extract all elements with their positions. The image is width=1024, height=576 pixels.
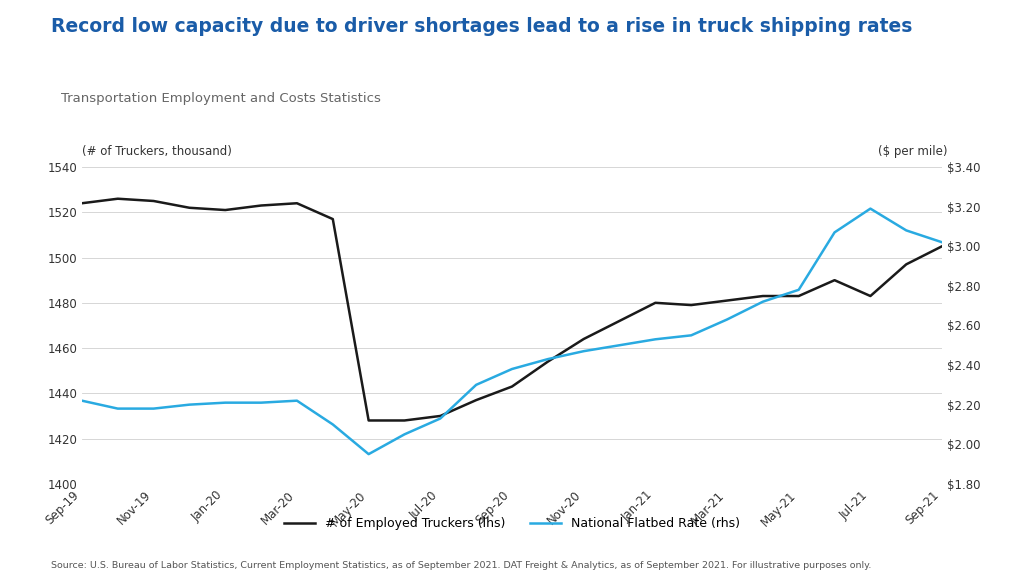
National Flatbed Rate (rhs)	[900, 227, 912, 234]
Text: Source: U.S. Bureau of Labor Statistics, Current Employment Statistics, as of Se: Source: U.S. Bureau of Labor Statistics,…	[51, 561, 871, 570]
National Flatbed Rate (rhs)	[219, 399, 231, 406]
Text: ($ per mile): ($ per mile)	[878, 145, 947, 158]
# of Employed Truckers (lhs)	[434, 412, 446, 419]
# of Employed Truckers (lhs)	[255, 202, 267, 209]
National Flatbed Rate (rhs)	[936, 239, 948, 246]
# of Employed Truckers (lhs)	[900, 261, 912, 268]
# of Employed Truckers (lhs)	[219, 207, 231, 214]
National Flatbed Rate (rhs)	[255, 399, 267, 406]
# of Employed Truckers (lhs)	[327, 215, 339, 222]
National Flatbed Rate (rhs)	[757, 298, 769, 305]
National Flatbed Rate (rhs)	[828, 229, 841, 236]
National Flatbed Rate (rhs)	[434, 415, 446, 422]
# of Employed Truckers (lhs)	[936, 243, 948, 250]
# of Employed Truckers (lhs)	[398, 417, 411, 424]
National Flatbed Rate (rhs)	[112, 405, 124, 412]
National Flatbed Rate (rhs)	[506, 366, 518, 373]
# of Employed Truckers (lhs)	[147, 198, 160, 204]
National Flatbed Rate (rhs)	[613, 342, 626, 348]
National Flatbed Rate (rhs)	[542, 355, 554, 362]
# of Employed Truckers (lhs)	[542, 358, 554, 365]
National Flatbed Rate (rhs)	[578, 348, 590, 355]
Text: (# of Truckers, thousand): (# of Truckers, thousand)	[82, 145, 231, 158]
# of Employed Truckers (lhs)	[291, 200, 303, 207]
Text: Transportation Employment and Costs Statistics: Transportation Employment and Costs Stat…	[61, 92, 381, 105]
National Flatbed Rate (rhs)	[864, 205, 877, 212]
# of Employed Truckers (lhs)	[183, 204, 196, 211]
# of Employed Truckers (lhs)	[506, 383, 518, 390]
# of Employed Truckers (lhs)	[578, 336, 590, 343]
# of Employed Truckers (lhs)	[828, 276, 841, 283]
Line: # of Employed Truckers (lhs): # of Employed Truckers (lhs)	[82, 199, 942, 420]
Legend: # of Employed Truckers (lhs), National Flatbed Rate (rhs): # of Employed Truckers (lhs), National F…	[279, 512, 745, 535]
National Flatbed Rate (rhs)	[76, 397, 88, 404]
# of Employed Truckers (lhs)	[757, 293, 769, 300]
National Flatbed Rate (rhs)	[649, 336, 662, 343]
# of Employed Truckers (lhs)	[793, 293, 805, 300]
National Flatbed Rate (rhs)	[362, 450, 375, 457]
National Flatbed Rate (rhs)	[147, 405, 160, 412]
# of Employed Truckers (lhs)	[649, 300, 662, 306]
National Flatbed Rate (rhs)	[793, 286, 805, 293]
National Flatbed Rate (rhs)	[398, 431, 411, 438]
# of Employed Truckers (lhs)	[864, 293, 877, 300]
National Flatbed Rate (rhs)	[470, 381, 482, 388]
Line: National Flatbed Rate (rhs): National Flatbed Rate (rhs)	[82, 209, 942, 454]
# of Employed Truckers (lhs)	[685, 302, 697, 309]
# of Employed Truckers (lhs)	[721, 297, 733, 304]
National Flatbed Rate (rhs)	[685, 332, 697, 339]
# of Employed Truckers (lhs)	[362, 417, 375, 424]
Text: Record low capacity due to driver shortages lead to a rise in truck shipping rat: Record low capacity due to driver shorta…	[51, 17, 912, 36]
National Flatbed Rate (rhs)	[327, 421, 339, 428]
# of Employed Truckers (lhs)	[76, 200, 88, 207]
# of Employed Truckers (lhs)	[470, 397, 482, 404]
National Flatbed Rate (rhs)	[721, 316, 733, 323]
National Flatbed Rate (rhs)	[183, 401, 196, 408]
# of Employed Truckers (lhs)	[613, 317, 626, 324]
# of Employed Truckers (lhs)	[112, 195, 124, 202]
National Flatbed Rate (rhs)	[291, 397, 303, 404]
